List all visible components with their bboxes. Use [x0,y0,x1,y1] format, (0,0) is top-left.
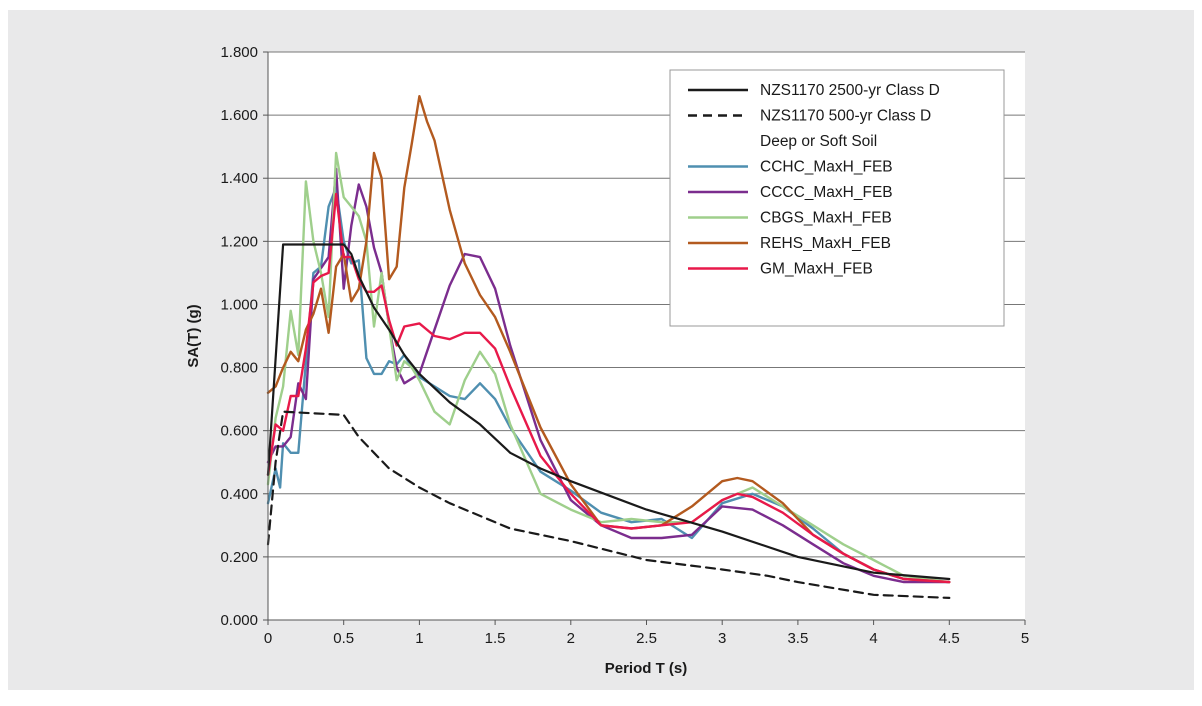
legend-box [669,69,1005,327]
x-tick-label: 0 [264,630,272,647]
series-line-gm-maxh-feb [266,192,951,584]
y-tick-label: 0.000 [220,612,258,629]
legend-label: GM_MaxH_FEB [760,261,873,278]
x-tick-label: 4 [869,630,877,647]
y-axis-title: SA(T) (g) [185,304,202,367]
axes [267,52,1025,621]
x-tick-label: 4.5 [939,630,960,647]
y-tick-label: 0.600 [220,423,258,440]
y-tick-label: 1.200 [220,233,258,250]
x-tick-label: 3 [718,630,726,647]
y-tick-label: 1.000 [220,296,258,313]
chart-frame: 0.000 0.200 0.400 0.600 0.800 1.000 1.200 1.400… [8,10,1194,690]
y-tick-label: 1.400 [220,170,258,187]
x-tick-label: 1 [415,630,423,647]
x-tick-label: 1.5 [485,630,506,647]
legend-label: REHS_MaxH_FEB [760,235,891,252]
x-tick-label: 3.5 [787,630,808,647]
chart-svg: 0.000 0.200 0.400 0.600 0.800 1.000 1.200 1.400… [185,44,1029,677]
x-axis-title: Period T (s) [605,660,688,677]
y-tick-label: 0.800 [220,360,258,377]
legend-label: CCCC_MaxH_FEB [760,184,893,201]
y-tick-labels: 0.000 0.200 0.400 0.600 0.800 1.000 1.200 1.400… [220,44,258,629]
legend-label: NZS1170 500-yr Class D [760,108,931,125]
legend-label: CBGS_MaxH_FEB [760,210,892,227]
y-tick-label: 0.200 [220,549,258,566]
legend-entries: NZS1170 2500-yr Class D NZS1170 500-yr Cl… [688,82,940,278]
y-tick-label: 0.400 [220,486,258,503]
x-tick-label: 2.5 [636,630,657,647]
series-line-rehs-maxh-feb [266,95,951,584]
series-line-cccc-maxh-feb [266,167,951,584]
y-tick-label: 1.600 [220,107,258,124]
series-line-nzs1170-2500-yr-class-d [266,243,951,581]
x-tick-label: 2 [567,630,575,647]
legend: NZS1170 2500-yr Class D NZS1170 500-yr Cl… [669,69,1005,327]
x-tick-label: 5 [1021,630,1029,647]
y-tick-label: 1.800 [220,44,258,61]
x-tick-label: 0.5 [333,630,354,647]
x-tick-labels: 0 0.5 1 1.5 2 2.5 3 3.5 4 4.5 5 [264,630,1029,647]
legend-label: Deep or Soft Soil [760,133,877,150]
series-line-nzs1170-500-yr-class-d [266,410,951,599]
legend-label: CCHC_MaxH_FEB [760,159,893,176]
series-lines [266,95,951,599]
legend-label: NZS1170 2500-yr Class D [760,82,940,99]
